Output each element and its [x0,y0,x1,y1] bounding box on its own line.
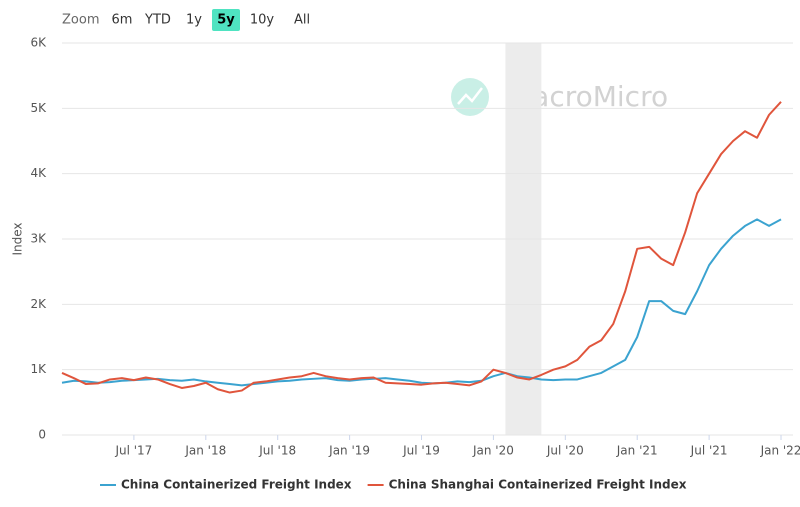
y-tick-label: 6K [30,36,47,50]
y-tick-label: 1K [30,362,47,376]
zoom-button[interactable]: All [294,13,310,28]
zoom-button[interactable]: 6m [112,13,133,28]
watermark-icon-line [457,87,483,105]
y-tick-label: 5K [30,101,47,115]
y-tick-label: 2K [30,297,47,311]
watermark-icon [451,78,489,116]
y-tick-label: 4K [30,166,47,180]
x-tick-label: Jul '19 [402,444,440,458]
zoom-button[interactable]: 5y [217,13,235,28]
x-tick-label: Jul '20 [546,444,584,458]
zoom-button[interactable]: YTD [144,13,171,28]
x-tick-label: Jul '17 [114,444,152,458]
x-tick-label: Jan '19 [328,444,370,458]
zoom-button[interactable]: 1y [186,13,202,28]
zoom-label: Zoom [62,13,99,28]
zoom-button-bg[interactable] [212,9,240,31]
series-line [61,218,782,387]
legend-label[interactable]: China Containerized Freight Index [121,478,352,492]
y-axis-title: Index [11,222,25,255]
watermark: MacroMicro [451,78,668,116]
y-tick-label: 3K [30,232,47,246]
x-tick-label: Jan '18 [184,444,226,458]
x-tick-label: Jul '21 [690,444,728,458]
x-tick-label: Jan '22 [760,444,800,458]
y-tick-label: 0 [38,428,46,442]
x-tick-label: Jan '21 [616,444,658,458]
zoom-button[interactable]: 10y [250,13,275,28]
series-line [61,101,782,394]
x-tick-label: Jan '20 [472,444,514,458]
legend-label[interactable]: China Shanghai Containerized Freight Ind… [389,478,687,492]
x-tick-label: Jul '18 [258,444,296,458]
